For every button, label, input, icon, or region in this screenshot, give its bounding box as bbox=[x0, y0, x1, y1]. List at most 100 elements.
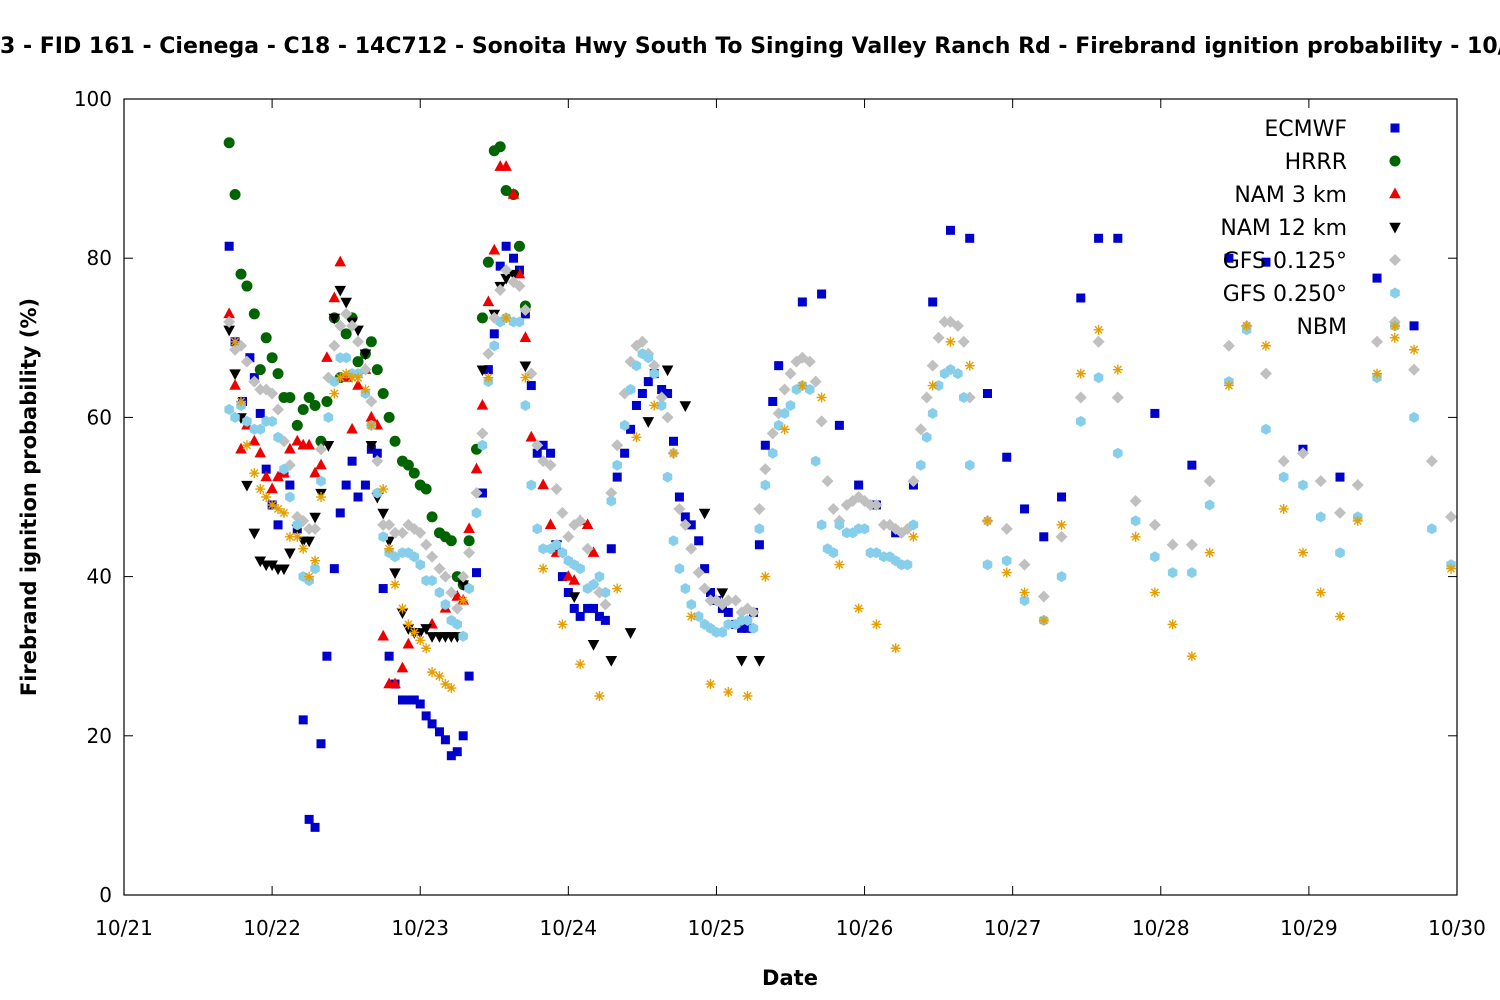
data-point bbox=[747, 606, 760, 619]
data-point bbox=[457, 580, 469, 592]
data-point bbox=[920, 391, 933, 404]
data-point bbox=[784, 367, 797, 380]
data-point bbox=[821, 475, 834, 488]
data-point bbox=[267, 499, 278, 510]
data-point bbox=[619, 419, 630, 431]
data-point bbox=[1297, 547, 1308, 558]
data-point bbox=[420, 538, 433, 551]
data-point bbox=[261, 464, 271, 474]
data-point bbox=[546, 448, 556, 458]
data-point bbox=[945, 364, 956, 376]
data-point bbox=[353, 372, 364, 383]
data-point bbox=[1076, 415, 1086, 427]
data-point bbox=[562, 570, 575, 581]
data-point bbox=[1409, 321, 1419, 331]
data-point bbox=[360, 480, 370, 490]
data-point bbox=[1186, 651, 1197, 662]
data-point bbox=[1038, 615, 1049, 626]
data-point bbox=[1092, 335, 1105, 348]
data-point bbox=[1130, 531, 1141, 542]
y-tick-label: 80 bbox=[87, 246, 112, 270]
data-point bbox=[482, 295, 495, 307]
data-point bbox=[1278, 503, 1289, 514]
data-point bbox=[581, 542, 594, 555]
data-point bbox=[273, 503, 284, 514]
data-point bbox=[309, 522, 322, 535]
chart-title-text: 3 - FID 161 - Cienega - C18 - 14C712 - S… bbox=[0, 34, 1500, 59]
data-point bbox=[304, 571, 315, 582]
data-point bbox=[854, 480, 864, 490]
data-point bbox=[509, 253, 519, 263]
data-marks bbox=[223, 137, 1458, 832]
data-point bbox=[514, 316, 525, 328]
data-point bbox=[768, 447, 778, 459]
series-5 bbox=[224, 312, 1456, 642]
data-point bbox=[964, 360, 975, 371]
data-point bbox=[377, 629, 389, 641]
legend-marker bbox=[1390, 287, 1400, 299]
data-point bbox=[722, 594, 735, 607]
data-point bbox=[649, 400, 660, 411]
data-point bbox=[686, 611, 697, 622]
data-point bbox=[594, 611, 604, 621]
data-point bbox=[520, 400, 531, 411]
plot-frame bbox=[123, 98, 1458, 896]
data-point bbox=[298, 543, 309, 554]
data-point bbox=[463, 535, 475, 547]
data-point bbox=[223, 307, 235, 319]
data-point bbox=[815, 415, 828, 428]
data-point bbox=[316, 475, 326, 487]
data-point bbox=[587, 640, 600, 651]
data-point bbox=[581, 518, 594, 530]
series-4 bbox=[223, 264, 1458, 619]
data-point bbox=[341, 368, 352, 379]
data-point bbox=[397, 695, 407, 705]
data-point bbox=[415, 699, 425, 709]
data-point bbox=[248, 434, 261, 446]
data-point bbox=[575, 659, 586, 670]
data-point bbox=[945, 225, 955, 235]
data-point bbox=[631, 360, 642, 372]
data-point bbox=[434, 587, 445, 598]
data-point bbox=[322, 651, 332, 661]
data-point bbox=[458, 630, 468, 642]
data-point bbox=[316, 739, 326, 749]
data-point bbox=[624, 628, 637, 639]
data-point bbox=[346, 319, 359, 332]
data-point bbox=[273, 431, 283, 443]
data-point bbox=[773, 419, 784, 431]
data-point bbox=[229, 189, 241, 201]
data-point bbox=[329, 388, 340, 399]
data-point bbox=[1260, 340, 1271, 351]
data-point bbox=[224, 403, 234, 415]
data-point bbox=[291, 434, 304, 446]
data-point bbox=[267, 415, 277, 427]
data-point bbox=[389, 568, 401, 580]
data-point bbox=[334, 319, 347, 332]
data-point bbox=[803, 355, 816, 368]
y-tick-label: 60 bbox=[87, 405, 112, 429]
y-tick-label: 100 bbox=[74, 87, 112, 111]
data-point bbox=[470, 487, 483, 500]
data-point bbox=[249, 468, 260, 479]
data-point bbox=[574, 514, 587, 527]
data-point bbox=[371, 364, 383, 376]
data-point bbox=[759, 463, 772, 476]
data-point bbox=[309, 399, 321, 411]
data-point bbox=[464, 671, 474, 681]
data-point bbox=[679, 518, 692, 531]
data-point bbox=[472, 568, 482, 578]
data-point bbox=[661, 411, 674, 424]
data-point bbox=[753, 502, 766, 515]
data-point bbox=[321, 395, 333, 407]
data-point bbox=[774, 361, 784, 371]
x-tick-label: 10/21 bbox=[95, 916, 153, 940]
legend-item: HRRR bbox=[1285, 150, 1401, 175]
data-point bbox=[908, 531, 919, 542]
data-point bbox=[698, 508, 711, 520]
data-point bbox=[1316, 511, 1326, 523]
data-point bbox=[1129, 494, 1142, 507]
data-point bbox=[760, 440, 770, 450]
data-point bbox=[525, 430, 538, 442]
data-point bbox=[890, 643, 901, 654]
